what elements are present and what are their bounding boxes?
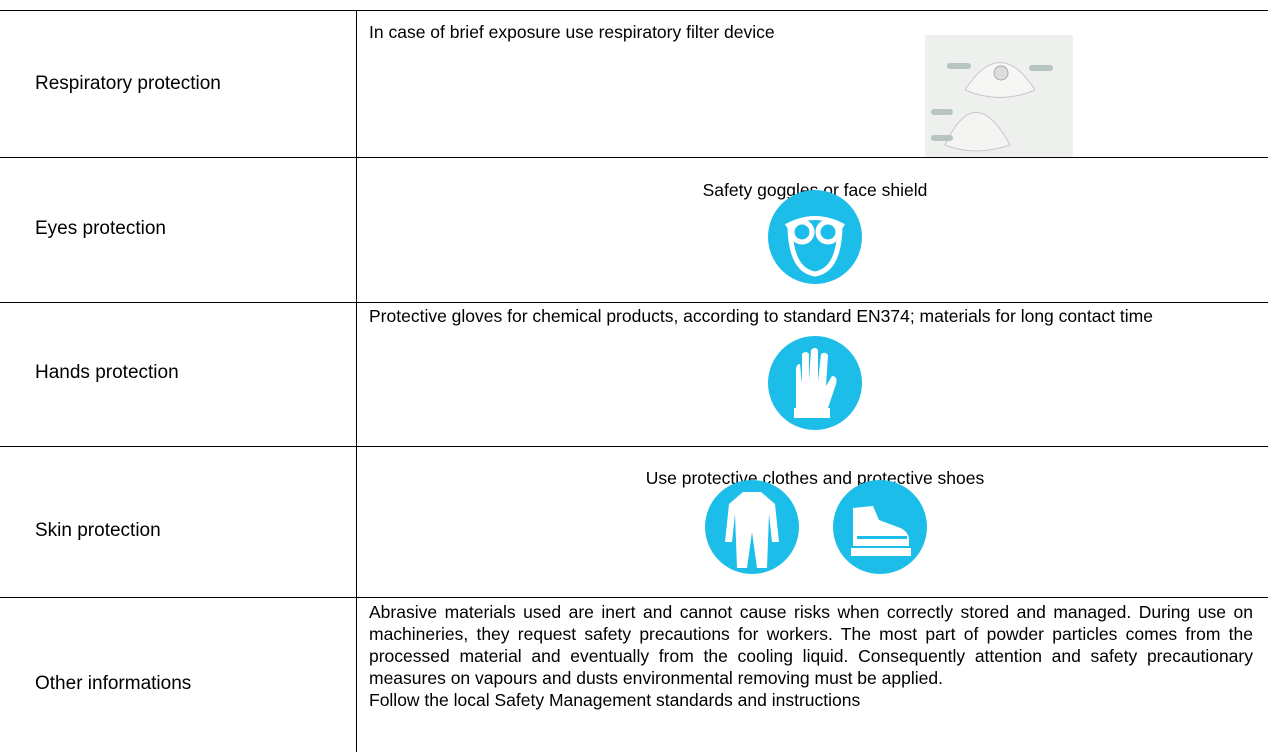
- row-text: Protective gloves for chemical products,…: [369, 306, 1153, 326]
- row-text: Safety goggles or face shield: [702, 180, 928, 200]
- row-line: [0, 157, 1268, 158]
- mask-image: [925, 35, 1073, 157]
- row-label: Other informations: [35, 673, 192, 694]
- column-line: [356, 10, 357, 752]
- row-line: [0, 597, 1268, 598]
- row-line: [0, 10, 1268, 11]
- paragraph: Follow the local Safety Management stand…: [369, 690, 861, 710]
- shoes-icon: [833, 480, 927, 574]
- clothes-icon: [705, 480, 799, 574]
- row-label: Skin protection: [35, 520, 161, 541]
- gloves-icon: [768, 336, 862, 430]
- row-text: Use protective clothes and protective sh…: [645, 468, 985, 488]
- row-label: Respiratory protection: [35, 73, 221, 94]
- row-text: In case of brief exposure use respirator…: [369, 22, 775, 42]
- row-text: Abrasive materials used are inert and ca…: [369, 601, 1253, 711]
- paragraph: Abrasive materials used are inert and ca…: [369, 602, 1253, 688]
- row-line: [0, 302, 1268, 303]
- goggles-icon: [768, 190, 862, 284]
- row-label: Eyes protection: [35, 218, 166, 239]
- row-line: [0, 446, 1268, 447]
- row-label: Hands protection: [35, 362, 179, 383]
